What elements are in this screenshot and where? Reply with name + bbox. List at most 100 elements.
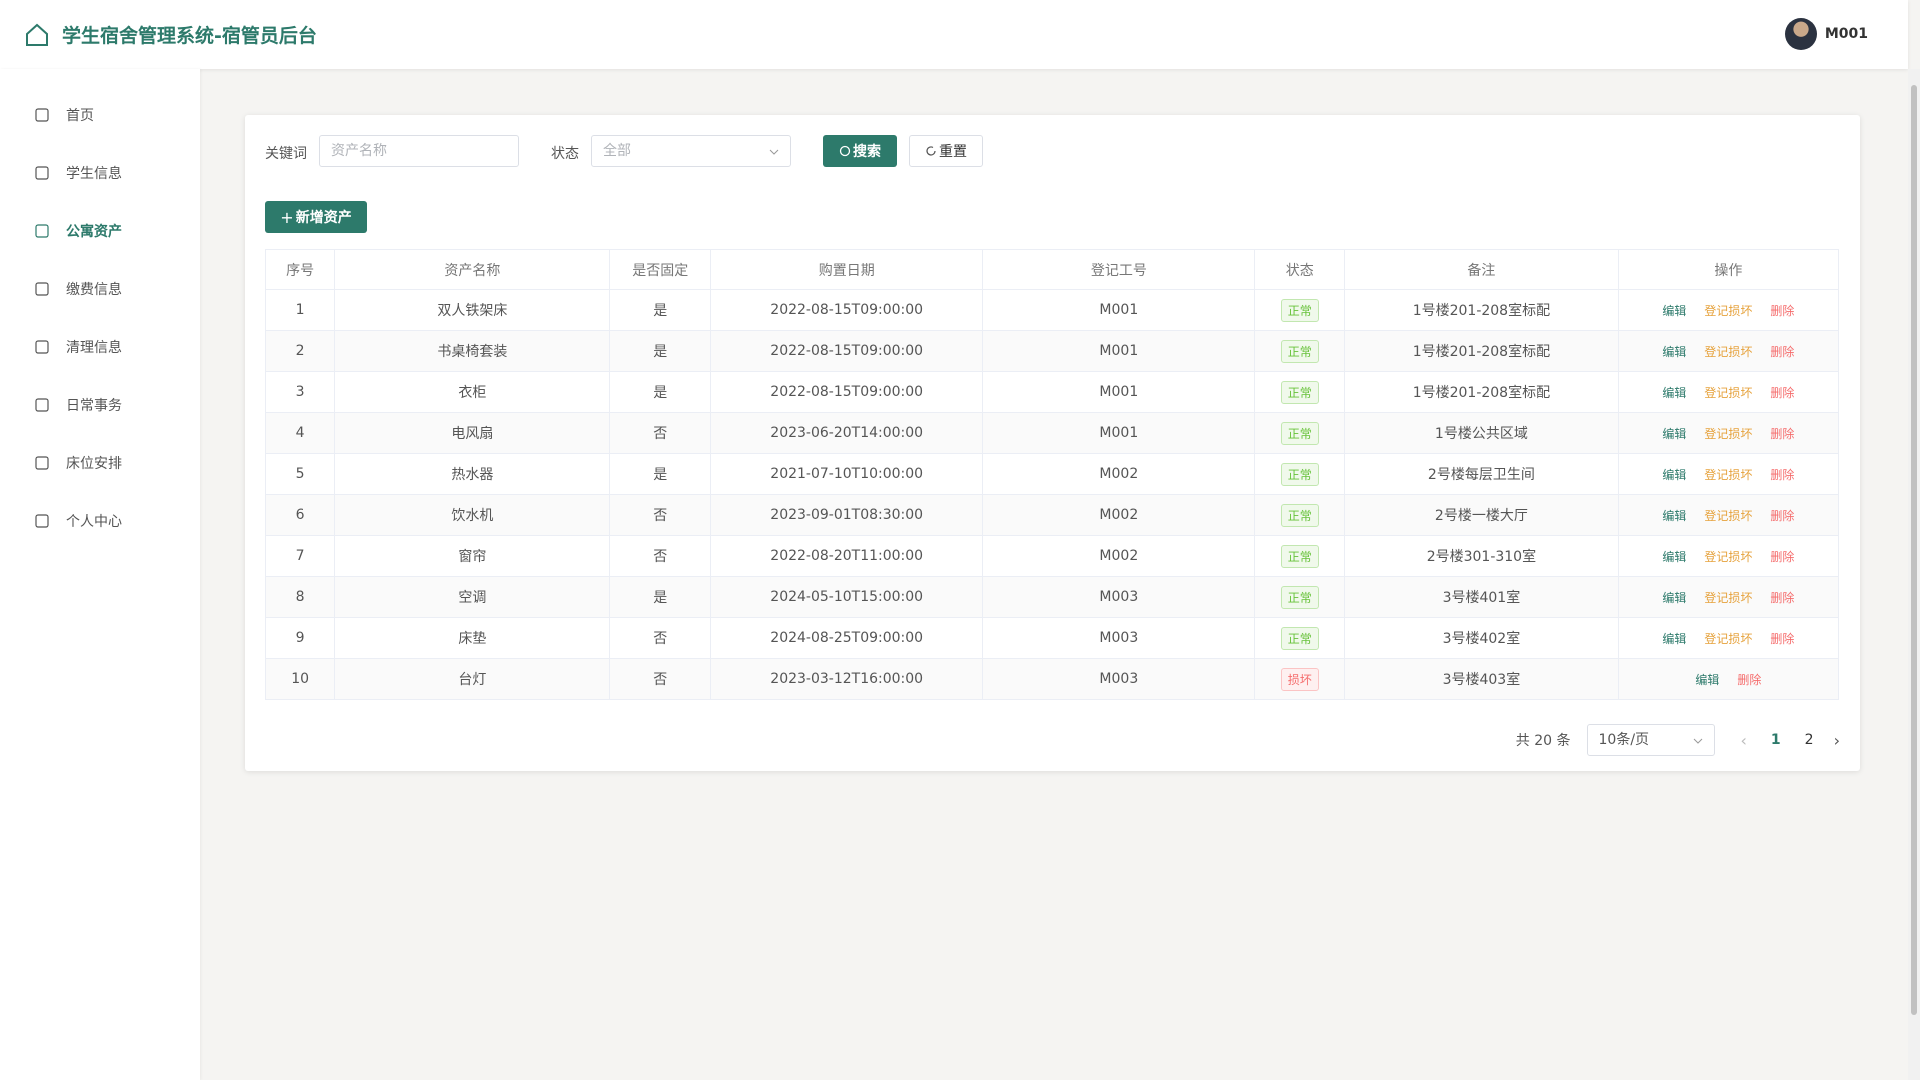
- cell: 7: [264, 535, 336, 577]
- cell: 5: [264, 453, 336, 495]
- page-number[interactable]: 2: [1804, 732, 1814, 748]
- action-link[interactable]: 登记损坏: [1704, 426, 1753, 441]
- status-tag: 正常: [1280, 626, 1319, 650]
- action-link[interactable]: 删除: [1770, 385, 1795, 400]
- cell: 否: [609, 617, 712, 659]
- nav-item[interactable]: 缴费信息: [34, 279, 122, 299]
- status-cell: 正常: [1254, 576, 1346, 618]
- actions-cell: 编辑 删除: [1617, 658, 1840, 700]
- cell: 床垫: [334, 617, 611, 659]
- action-link[interactable]: 删除: [1770, 631, 1795, 646]
- page-size-select[interactable]: 10条/页: [1586, 724, 1715, 756]
- cell: 2023-06-20T14:00:00: [710, 412, 984, 454]
- nav-item[interactable]: 学生信息: [34, 163, 122, 183]
- actions-cell: 编辑 登记损坏 删除: [1617, 617, 1840, 659]
- prev-page[interactable]: ‹: [1740, 730, 1747, 750]
- nav-item[interactable]: 公寓资产: [34, 221, 122, 241]
- action-link[interactable]: 删除: [1770, 508, 1795, 523]
- action-link[interactable]: 登记损坏: [1704, 549, 1753, 564]
- cell: 2: [264, 330, 336, 372]
- status-select[interactable]: 全部: [591, 135, 791, 167]
- action-link[interactable]: 删除: [1770, 549, 1795, 564]
- keyword-input[interactable]: 资产名称: [319, 135, 519, 167]
- reset-button[interactable]: 重置: [909, 135, 983, 167]
- actions-cell: 编辑 登记损坏 删除: [1617, 330, 1840, 372]
- action-link[interactable]: 登记损坏: [1704, 467, 1753, 482]
- action-link[interactable]: 登记损坏: [1704, 385, 1753, 400]
- action-link[interactable]: 删除: [1770, 590, 1795, 605]
- table-row: 6 饮水机否 2023-09-01T08:30:00 M002 正常 2号楼一楼大厅 编辑 登…: [264, 494, 1840, 536]
- cell: 2022-08-15T09:00:00: [710, 330, 984, 372]
- reset-text: 重置: [939, 144, 967, 160]
- next-page[interactable]: ›: [1833, 730, 1840, 750]
- nav-label: 日常事务: [66, 398, 122, 414]
- action-link[interactable]: 编辑: [1662, 631, 1687, 646]
- action-link[interactable]: 删除: [1737, 672, 1762, 687]
- action-link[interactable]: 编辑: [1662, 303, 1687, 318]
- cell: M002: [982, 535, 1256, 577]
- action-link[interactable]: 编辑: [1662, 508, 1687, 523]
- page-number[interactable]: 1: [1770, 732, 1781, 748]
- add-text: 新增资产: [295, 210, 352, 226]
- action-link[interactable]: 登记损坏: [1704, 631, 1753, 646]
- action-link[interactable]: 登记损坏: [1704, 303, 1753, 318]
- cell: M001: [982, 371, 1256, 413]
- action-link[interactable]: 编辑: [1662, 426, 1687, 441]
- action-link[interactable]: 删除: [1770, 303, 1795, 318]
- status-label: 状态: [551, 146, 579, 162]
- plus: +: [280, 207, 294, 227]
- status-cell: 正常: [1254, 453, 1346, 495]
- nav-item[interactable]: 个人中心: [34, 511, 122, 531]
- nav-item[interactable]: 日常事务: [34, 395, 122, 415]
- status-tag: 正常: [1280, 544, 1319, 568]
- nav-label: 首页: [66, 108, 94, 124]
- add-button[interactable]: + 新增资产: [265, 201, 367, 233]
- cell: 是: [609, 330, 712, 372]
- cell: 6: [264, 494, 336, 536]
- avatar: [1784, 18, 1817, 50]
- nav-item[interactable]: 床位安排: [34, 453, 122, 473]
- status-value: 全部: [603, 143, 631, 159]
- status-tag: 正常: [1280, 585, 1319, 609]
- column-header: 登记工号: [982, 249, 1256, 290]
- action-link[interactable]: 编辑: [1662, 549, 1687, 564]
- cell: 2号楼一楼大厅: [1344, 494, 1619, 536]
- search-button[interactable]: 搜索: [823, 135, 897, 167]
- total: 共 20 条: [1515, 733, 1571, 749]
- action-link[interactable]: 删除: [1770, 467, 1795, 482]
- action-link[interactable]: 编辑: [1662, 385, 1687, 400]
- column-header: 操作: [1617, 249, 1840, 290]
- scroll-thumb[interactable]: [1911, 85, 1917, 1015]
- action-link[interactable]: 登记损坏: [1704, 590, 1753, 605]
- cell: 双人铁架床: [334, 289, 611, 331]
- status-tag: 正常: [1280, 421, 1319, 445]
- status-tag: 正常: [1280, 298, 1319, 322]
- action-link[interactable]: 编辑: [1662, 590, 1687, 605]
- cell: 是: [609, 289, 712, 331]
- cell: 是: [609, 453, 712, 495]
- action-link[interactable]: 编辑: [1695, 672, 1720, 687]
- cell: 2号楼301-310室: [1344, 535, 1619, 577]
- column-header: 序号: [264, 249, 336, 290]
- cell: M001: [982, 412, 1256, 454]
- cell: 2021-07-10T10:00:00: [710, 453, 984, 495]
- action-link[interactable]: 编辑: [1662, 467, 1687, 482]
- action-link[interactable]: 登记损坏: [1704, 344, 1753, 359]
- cell: M001: [982, 289, 1256, 331]
- action-link[interactable]: 删除: [1770, 426, 1795, 441]
- action-link[interactable]: 编辑: [1662, 344, 1687, 359]
- nav-item[interactable]: 清理信息: [34, 337, 122, 357]
- action-link[interactable]: 删除: [1770, 344, 1795, 359]
- cell: 3号楼403室: [1344, 658, 1619, 700]
- user-menu[interactable]: M001: [1784, 18, 1868, 50]
- nav-label: 清理信息: [66, 340, 122, 356]
- cell: 1号楼201-208室标配: [1344, 330, 1619, 372]
- cell: 4: [264, 412, 336, 454]
- action-link[interactable]: 登记损坏: [1704, 508, 1753, 523]
- chevron: [1693, 738, 1702, 744]
- cell: 空调: [334, 576, 611, 618]
- cell: 否: [609, 494, 712, 536]
- nav-item[interactable]: 首页: [34, 105, 94, 125]
- nav-label: 公寓资产: [66, 224, 122, 240]
